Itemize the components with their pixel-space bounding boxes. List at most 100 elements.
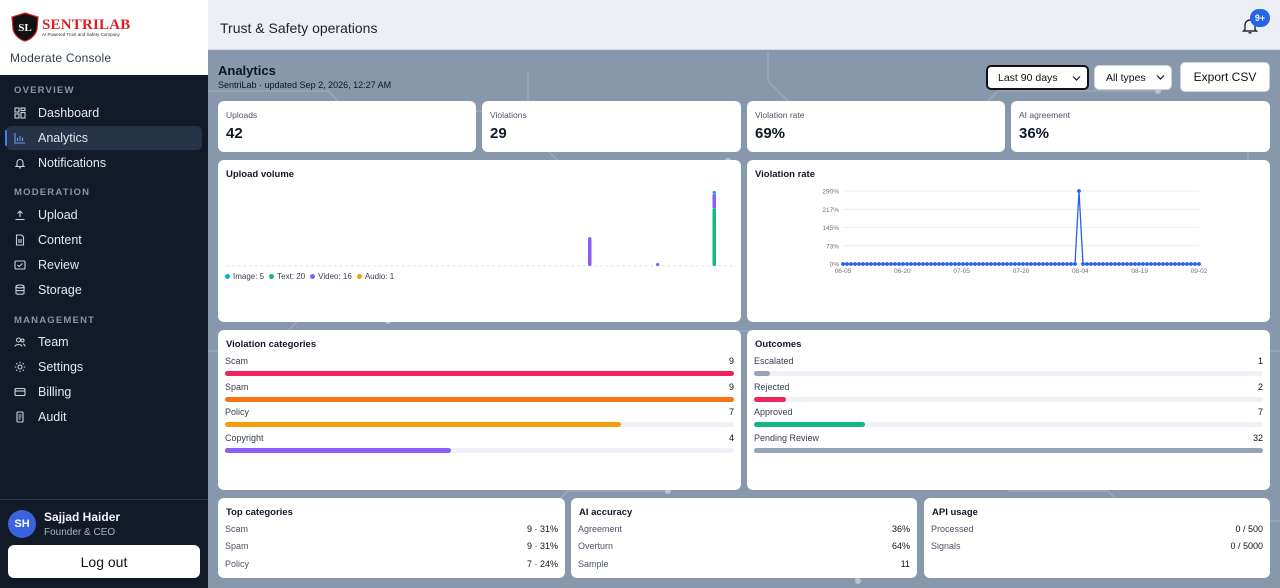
rate-point[interactable] [861,262,865,266]
rate-point[interactable] [945,262,949,266]
rate-point[interactable] [953,262,957,266]
rate-point[interactable] [845,262,849,266]
rate-point[interactable] [1041,262,1045,266]
sidebar-item-notifications[interactable]: Notifications [6,151,202,175]
rate-point[interactable] [1017,262,1021,266]
rate-point[interactable] [1013,262,1017,266]
rate-point[interactable] [1117,262,1121,266]
rate-point[interactable] [933,262,937,266]
rate-point[interactable] [889,262,893,266]
rate-point[interactable] [857,262,861,266]
rate-point[interactable] [1037,262,1041,266]
rate-point[interactable] [1189,262,1193,266]
sidebar-item-review[interactable]: Review [6,253,202,277]
rate-point[interactable] [1193,262,1197,266]
date-range-select[interactable]: Last 90 days [986,65,1089,90]
rate-point[interactable] [1145,262,1149,266]
rate-point[interactable] [941,262,945,266]
rate-point[interactable] [1129,262,1133,266]
rate-point[interactable] [1065,262,1069,266]
rate-point[interactable] [1181,262,1185,266]
rate-point[interactable] [997,262,1001,266]
rate-point[interactable] [1093,262,1097,266]
rate-point[interactable] [1169,262,1173,266]
bar-image[interactable] [712,191,717,194]
rate-point[interactable] [913,262,917,266]
rate-point[interactable] [921,262,925,266]
rate-point[interactable] [1029,262,1033,266]
rate-point[interactable] [1133,262,1137,266]
rate-point[interactable] [877,262,881,266]
rate-point[interactable] [1005,262,1009,266]
sidebar-item-upload[interactable]: Upload [6,203,202,227]
rate-point[interactable] [1141,262,1145,266]
rate-point[interactable] [853,262,857,266]
sidebar-item-team[interactable]: Team [6,330,202,354]
rate-point[interactable] [1105,262,1109,266]
rate-point[interactable] [897,262,901,266]
rate-point[interactable] [1001,262,1005,266]
rate-point[interactable] [1081,262,1085,266]
rate-point[interactable] [1061,262,1065,266]
rate-point[interactable] [865,262,869,266]
rate-point[interactable] [1161,262,1165,266]
sidebar-item-storage[interactable]: Storage [6,278,202,302]
rate-point[interactable] [925,262,929,266]
rate-point[interactable] [1121,262,1125,266]
rate-point[interactable] [1101,262,1105,266]
rate-point[interactable] [1069,262,1073,266]
rate-point[interactable] [1077,189,1081,193]
rate-point[interactable] [873,262,877,266]
bar-video[interactable] [588,237,592,266]
rate-point[interactable] [1173,262,1177,266]
sidebar-item-analytics[interactable]: Analytics [5,126,202,150]
rate-point[interactable] [1021,262,1025,266]
rate-point[interactable] [1113,262,1117,266]
rate-point[interactable] [1033,262,1037,266]
rate-point[interactable] [969,262,973,266]
rate-point[interactable] [1049,262,1053,266]
rate-point[interactable] [985,262,989,266]
rate-point[interactable] [937,262,941,266]
rate-point[interactable] [909,262,913,266]
rate-point[interactable] [1153,262,1157,266]
rate-point[interactable] [993,262,997,266]
rate-point[interactable] [1057,262,1061,266]
rate-point[interactable] [973,262,977,266]
rate-point[interactable] [1053,262,1057,266]
rate-point[interactable] [1085,262,1089,266]
rate-point[interactable] [841,262,845,266]
rate-point[interactable] [901,262,905,266]
rate-point[interactable] [977,262,981,266]
rate-point[interactable] [1149,262,1153,266]
rate-point[interactable] [981,262,985,266]
rate-point[interactable] [1089,262,1093,266]
sidebar-item-content[interactable]: Content [6,228,202,252]
rate-point[interactable] [1137,262,1141,266]
rate-point[interactable] [957,262,961,266]
rate-point[interactable] [917,262,921,266]
rate-point[interactable] [849,262,853,266]
rate-point[interactable] [1177,262,1181,266]
bar-text[interactable] [712,208,717,266]
rate-point[interactable] [869,262,873,266]
rate-point[interactable] [1197,262,1201,266]
sidebar-item-dashboard[interactable]: Dashboard [6,101,202,125]
rate-point[interactable] [1073,262,1077,266]
rate-point[interactable] [965,262,969,266]
export-csv-button[interactable]: Export CSV [1180,62,1270,92]
sidebar-item-settings[interactable]: Settings [6,355,202,379]
rate-point[interactable] [1025,262,1029,266]
rate-point[interactable] [1157,262,1161,266]
rate-point[interactable] [1125,262,1129,266]
avatar[interactable]: SH [8,510,36,538]
rate-point[interactable] [881,262,885,266]
rate-point[interactable] [961,262,965,266]
rate-point[interactable] [929,262,933,266]
rate-point[interactable] [949,262,953,266]
rate-point[interactable] [989,262,993,266]
rate-point[interactable] [893,262,897,266]
sidebar-item-audit[interactable]: Audit [6,405,202,429]
rate-point[interactable] [1045,262,1049,266]
rate-point[interactable] [1109,262,1113,266]
